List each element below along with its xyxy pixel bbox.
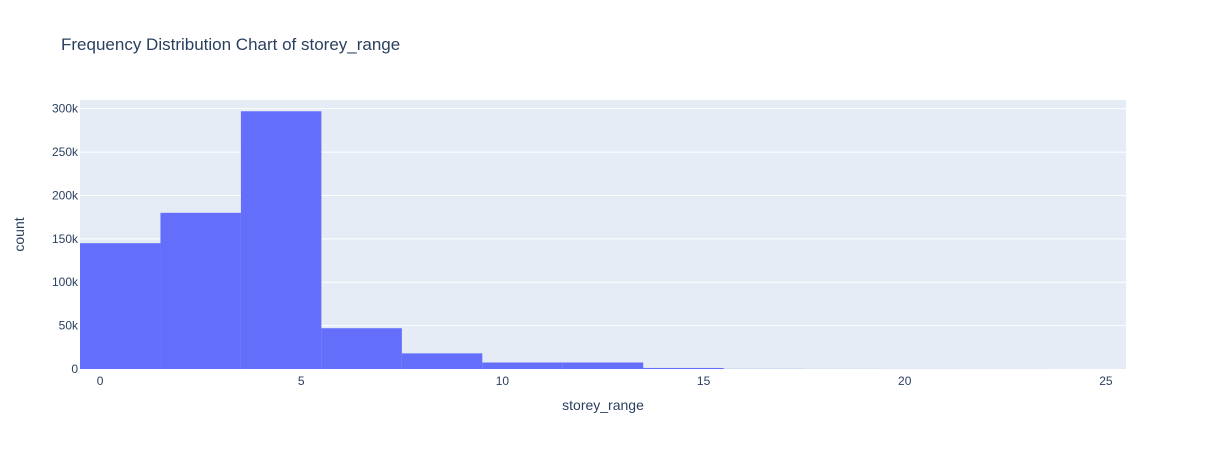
y-tick-label: 150k: [52, 232, 79, 246]
histogram-bar-4[interactable]: [401, 353, 483, 369]
y-tick-label: 200k: [52, 188, 79, 202]
chart-title: Frequency Distribution Chart of storey_r…: [61, 35, 400, 54]
x-tick-label: 0: [97, 374, 104, 388]
histogram-bar-7[interactable]: [643, 367, 724, 369]
x-tick-label: 10: [496, 374, 510, 388]
y-tick-label: 250k: [52, 145, 79, 159]
x-tick-label: 5: [298, 374, 305, 388]
x-tick-labels: 0 5 10 15 20 25: [97, 374, 1113, 388]
histogram-bar-6[interactable]: [562, 362, 644, 369]
histogram-bar-3[interactable]: [321, 328, 402, 369]
histogram-bar-0[interactable]: [80, 243, 161, 369]
x-tick-label: 15: [697, 374, 711, 388]
bars: [80, 111, 1126, 370]
y-tick-label: 300k: [52, 102, 79, 116]
y-tick-label: 0: [71, 362, 78, 376]
x-tick-label: 20: [898, 374, 912, 388]
histogram-bar-1[interactable]: [160, 212, 241, 369]
y-tick-label: 50k: [59, 319, 79, 333]
y-tick-label: 100k: [52, 275, 79, 289]
histogram-bar-2[interactable]: [240, 111, 322, 370]
y-tick-labels: 0 50k 100k 150k 200k 250k 300k: [52, 102, 79, 376]
x-tick-label: 25: [1099, 374, 1113, 388]
y-axis-title: count: [11, 217, 27, 251]
x-axis-title: storey_range: [562, 397, 644, 413]
histogram-bar-5[interactable]: [482, 362, 563, 369]
